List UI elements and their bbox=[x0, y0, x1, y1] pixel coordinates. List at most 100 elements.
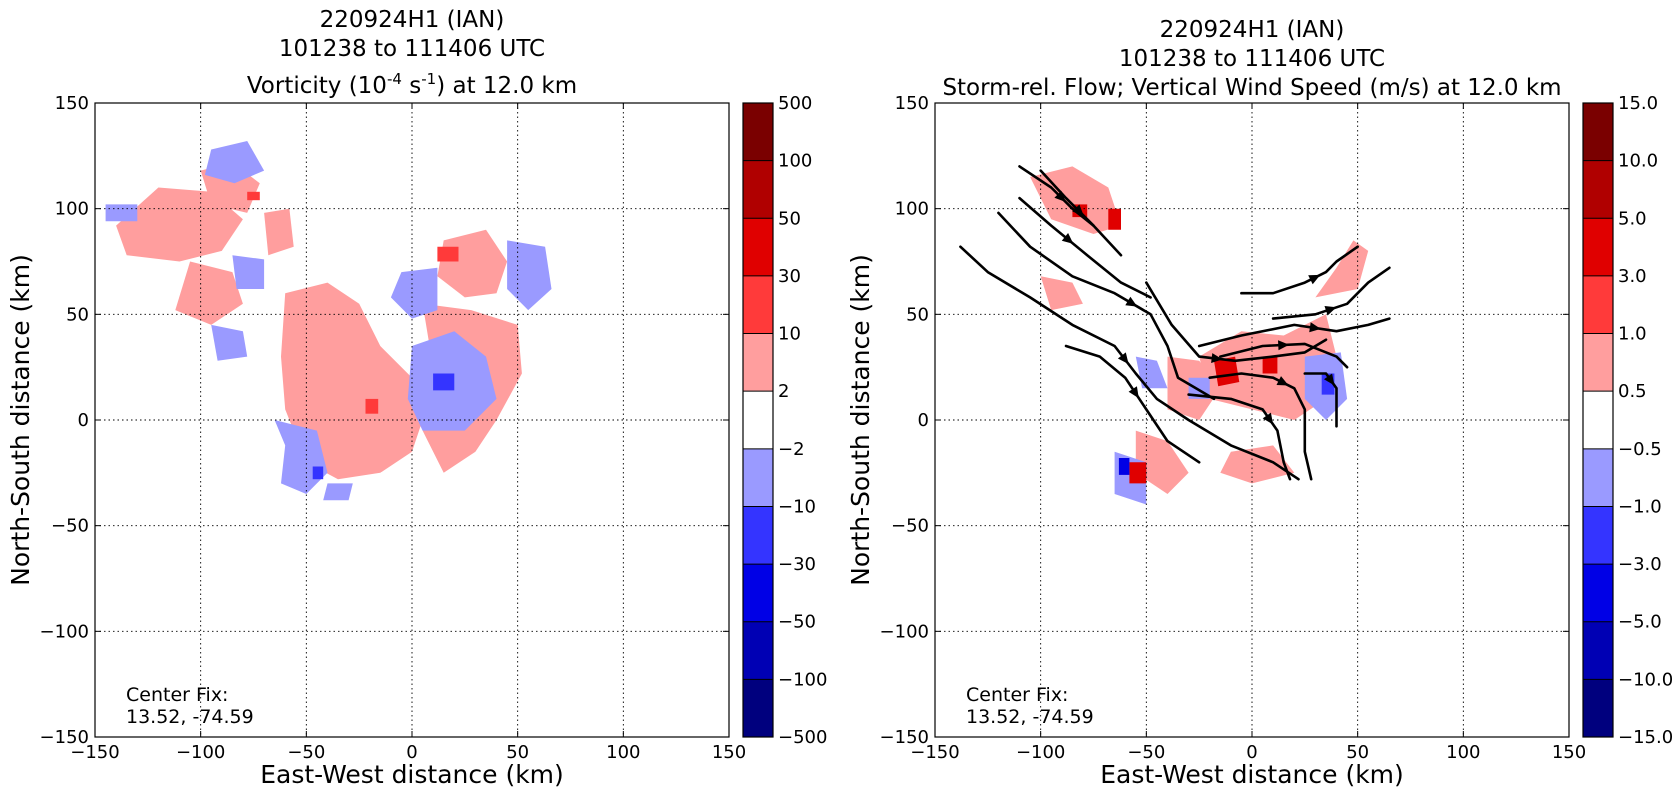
left-title-line2: 101238 to 111406 UTC bbox=[279, 36, 545, 62]
right-y-ticks: 150 100 50 0 −50 −100 −150 bbox=[880, 93, 1569, 748]
colorbar-tick-label: 0.5 bbox=[1618, 381, 1647, 402]
x-tick-label: 0 bbox=[406, 742, 417, 763]
colorbar-tick-label: −0.5 bbox=[1618, 439, 1662, 460]
colorbar-tick-label: 10.0 bbox=[1618, 151, 1658, 172]
colorbar-tick-label: 100 bbox=[778, 151, 812, 172]
right-contour-region bbox=[1315, 240, 1369, 298]
right-panel: 220924H1 (IAN) 101238 to 111406 UTC Stor… bbox=[846, 17, 1673, 789]
right-y-axis-label: North-South distance (km) bbox=[846, 254, 875, 586]
right-contour-region bbox=[1040, 276, 1083, 311]
colorbar-tick-label: 3.0 bbox=[1618, 266, 1647, 287]
left-x-axis-label: East-West distance (km) bbox=[260, 760, 564, 789]
streamline-arrowhead bbox=[1054, 190, 1066, 202]
colorbar-swatch bbox=[1583, 679, 1613, 738]
colorbar-swatch bbox=[743, 275, 773, 335]
left-x-ticks: −150 −100 −50 0 50 100 150 bbox=[70, 103, 746, 763]
left-title-line1: 220924H1 (IAN) bbox=[320, 7, 505, 33]
right-contour-region bbox=[1030, 166, 1121, 234]
right-contour-region bbox=[1108, 208, 1121, 230]
y-tick-label: 50 bbox=[906, 304, 929, 325]
x-tick-label: 100 bbox=[1446, 742, 1480, 763]
left-center-fix-value: 13.52, -74.59 bbox=[126, 706, 254, 728]
streamline bbox=[1208, 372, 1313, 481]
right-contour-region bbox=[1129, 462, 1147, 484]
left-contour-regions bbox=[105, 141, 552, 501]
streamline bbox=[1219, 342, 1349, 369]
right-contour-regions bbox=[1030, 166, 1369, 505]
y-tick-label: −150 bbox=[880, 727, 929, 748]
streamline-arrowhead bbox=[1324, 373, 1335, 386]
colorbar-tick-label: −50 bbox=[778, 612, 816, 633]
streamline-arrowhead bbox=[1117, 352, 1129, 365]
left-contour-region bbox=[312, 466, 324, 480]
streamline-arrowhead bbox=[1211, 353, 1223, 363]
colorbar-swatch bbox=[1583, 275, 1613, 335]
x-tick-label: −150 bbox=[70, 742, 119, 763]
left-colorbar: 500 100 50 30 10 2 −2 −10 −30 −50 −100 −500 bbox=[742, 93, 827, 748]
colorbar-swatch bbox=[1583, 506, 1613, 565]
left-contour-region bbox=[232, 255, 265, 289]
right-title-line1: 220924H1 (IAN) bbox=[1160, 17, 1345, 43]
colorbar-tick-label: 15.0 bbox=[1618, 93, 1658, 114]
right-contour-region bbox=[1214, 356, 1240, 387]
colorbar-swatch bbox=[743, 160, 773, 219]
streamline-arrowhead bbox=[1262, 412, 1274, 425]
colorbar-swatch bbox=[1583, 160, 1613, 219]
streamline-arrowhead bbox=[1128, 386, 1139, 399]
streamline bbox=[1145, 281, 1328, 363]
right-contour-region bbox=[1135, 430, 1189, 494]
colorbar-tick-label: −1.0 bbox=[1618, 496, 1662, 517]
y-tick-label: −100 bbox=[880, 621, 929, 642]
right-center-fix-value: 13.52, -74.59 bbox=[966, 706, 1094, 728]
colorbar-swatch bbox=[1583, 448, 1613, 507]
streamline-arrowhead bbox=[1276, 376, 1289, 386]
y-tick-label: −150 bbox=[40, 727, 89, 748]
x-tick-label: 50 bbox=[1346, 742, 1369, 763]
colorbar-swatch bbox=[743, 448, 773, 507]
left-contour-region bbox=[281, 282, 423, 480]
left-contour-region bbox=[437, 229, 508, 298]
right-title-line3: Storm-rel. Flow; Vertical Wind Speed (m/… bbox=[942, 75, 1561, 101]
left-contour-region bbox=[390, 267, 438, 319]
right-contour-region bbox=[1118, 458, 1130, 475]
colorbar-swatch bbox=[743, 103, 773, 162]
right-x-ticks: −150 −100 −50 0 50 100 150 bbox=[910, 103, 1586, 763]
colorbar-tick-label: −10 bbox=[778, 496, 816, 517]
colorbar-swatch bbox=[1583, 218, 1613, 277]
left-panel: 220924H1 (IAN) 101238 to 111406 UTC Vort… bbox=[6, 7, 827, 789]
y-tick-label: 150 bbox=[895, 93, 929, 114]
left-contour-region bbox=[507, 240, 552, 311]
streamline-arrowhead bbox=[1308, 274, 1321, 285]
y-tick-label: 100 bbox=[895, 199, 929, 220]
colorbar-swatch bbox=[1583, 564, 1613, 623]
colorbar-swatch bbox=[743, 679, 773, 738]
left-contour-region bbox=[116, 187, 243, 262]
colorbar-swatch bbox=[743, 564, 773, 623]
right-grid bbox=[935, 103, 1569, 737]
y-tick-label: 0 bbox=[78, 410, 89, 431]
colorbar-tick-label: −2 bbox=[778, 439, 805, 460]
colorbar-tick-label: −10.0 bbox=[1618, 669, 1673, 690]
left-contour-region bbox=[175, 261, 243, 325]
colorbar-swatch bbox=[743, 333, 773, 392]
left-contour-region bbox=[204, 141, 265, 184]
x-tick-label: 50 bbox=[506, 742, 529, 763]
colorbar-swatch bbox=[1583, 103, 1613, 162]
colorbar-swatch bbox=[1583, 621, 1613, 680]
colorbar-tick-label: −5.0 bbox=[1618, 612, 1662, 633]
colorbar-swatch bbox=[743, 621, 773, 680]
x-tick-label: −50 bbox=[287, 742, 325, 763]
right-x-axis-label: East-West distance (km) bbox=[1100, 760, 1404, 789]
left-center-fix-label: Center Fix: bbox=[126, 684, 228, 706]
y-tick-label: 150 bbox=[55, 93, 89, 114]
colorbar-tick-label: −15.0 bbox=[1618, 727, 1673, 748]
colorbar-swatch bbox=[743, 506, 773, 565]
colorbar-tick-label: −30 bbox=[778, 554, 816, 575]
colorbar-tick-label: 5.0 bbox=[1618, 208, 1647, 229]
x-tick-label: −50 bbox=[1127, 742, 1165, 763]
left-y-ticks: 150 100 50 0 −50 −100 −150 bbox=[40, 93, 729, 748]
colorbar-tick-label: −3.0 bbox=[1618, 554, 1662, 575]
colorbar-tick-label: 500 bbox=[778, 93, 812, 114]
left-contour-region bbox=[437, 246, 459, 262]
